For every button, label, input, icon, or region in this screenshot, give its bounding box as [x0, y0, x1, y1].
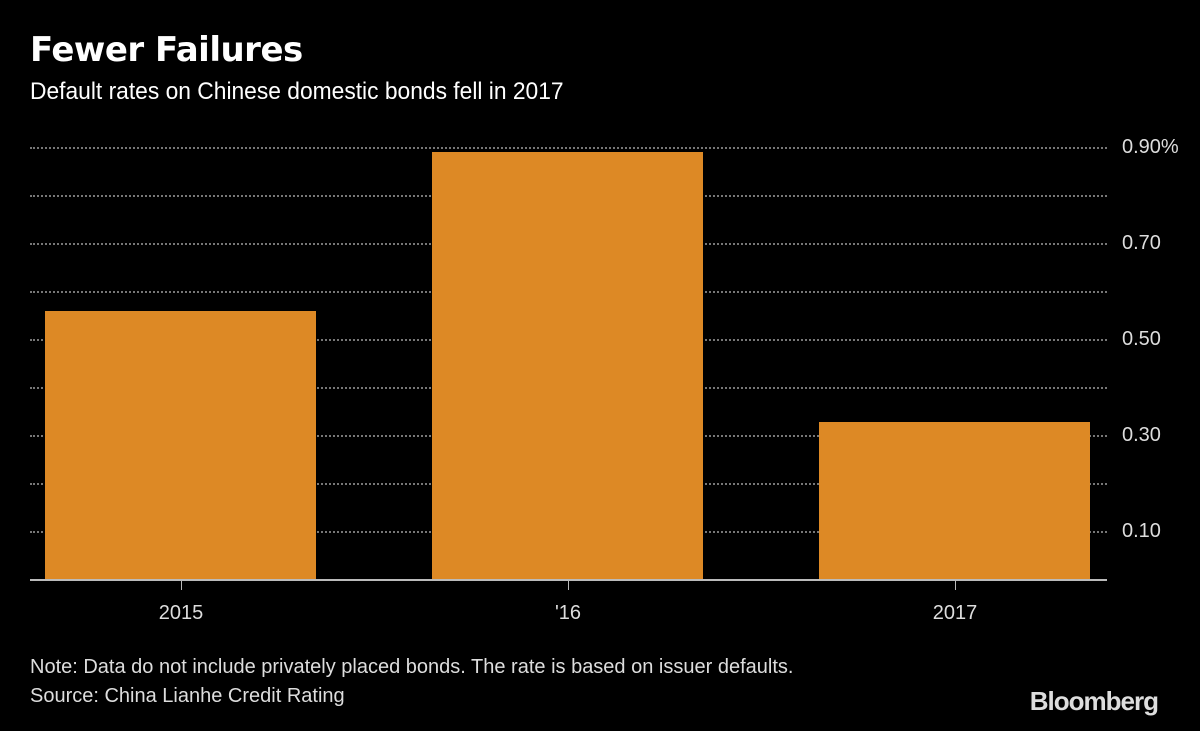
x-tick — [955, 581, 956, 590]
x-axis-baseline — [30, 579, 1107, 581]
x-axis-label: '16 — [554, 602, 582, 624]
y-axis-label: 0.50 — [1122, 328, 1161, 350]
y-axis-label: 0.30 — [1122, 424, 1161, 446]
bar-2015 — [45, 311, 316, 580]
chart-subtitle: Default rates on Chinese domestic bonds … — [30, 78, 564, 105]
chart-source: Source: China Lianhe Credit Rating — [30, 685, 345, 707]
x-tick — [568, 581, 569, 590]
chart-note: Note: Data do not include privately plac… — [30, 656, 794, 678]
y-axis-label: 0.10 — [1122, 520, 1161, 542]
bar-2017 — [819, 422, 1090, 580]
y-axis-label: 0.90% — [1122, 136, 1179, 158]
x-axis-label: 2017 — [932, 602, 978, 624]
bloomberg-logo: Bloomberg — [1029, 686, 1159, 716]
chart-title: Fewer Failures — [30, 30, 303, 70]
y-axis-label: 0.70 — [1122, 232, 1161, 254]
x-axis-label: 2015 — [158, 602, 204, 624]
bar-2016 — [432, 152, 703, 580]
gridline — [30, 147, 1107, 149]
x-tick — [181, 581, 182, 590]
